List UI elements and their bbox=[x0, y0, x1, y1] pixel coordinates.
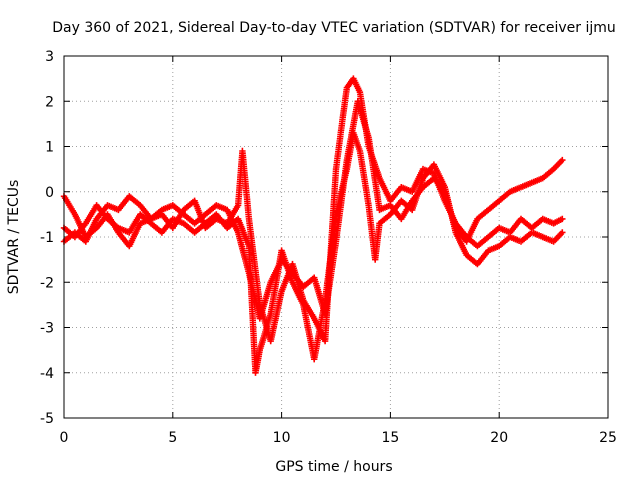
data-point bbox=[559, 229, 566, 236]
series-2 bbox=[60, 129, 566, 376]
y-tick-label: -3 bbox=[40, 321, 54, 337]
x-tick-label: 5 bbox=[168, 430, 177, 446]
data-points bbox=[60, 75, 566, 376]
chart-title: Day 360 of 2021, Sidereal Day-to-day VTE… bbox=[52, 20, 616, 36]
series-3 bbox=[60, 98, 566, 322]
y-axis-label: SDTVAR / TECUs bbox=[6, 180, 22, 295]
x-tick-label: 25 bbox=[599, 430, 617, 446]
y-tick-label: 1 bbox=[45, 140, 54, 156]
y-tick-label: -5 bbox=[40, 411, 54, 427]
y-tick-label: -4 bbox=[40, 366, 54, 382]
y-tick-label: 0 bbox=[45, 185, 54, 201]
y-tick-label: 3 bbox=[45, 49, 54, 65]
y-tick-label: -2 bbox=[40, 275, 54, 291]
x-tick-label: 0 bbox=[60, 430, 69, 446]
y-tick-label: -1 bbox=[40, 230, 54, 246]
x-tick-label: 10 bbox=[273, 430, 291, 446]
x-tick-label: 20 bbox=[490, 430, 508, 446]
x-axis-label: GPS time / hours bbox=[275, 459, 392, 475]
x-tick-labels: 0 5 10 15 20 25 bbox=[60, 430, 617, 446]
y-tick-label: 2 bbox=[45, 94, 54, 110]
y-tick-labels: -5 -4 -3 -2 -1 0 1 2 3 bbox=[40, 49, 54, 427]
data-point bbox=[559, 215, 566, 223]
data-point bbox=[559, 156, 566, 164]
plot-frame bbox=[63, 55, 609, 419]
x-tick-label: 15 bbox=[381, 430, 399, 446]
